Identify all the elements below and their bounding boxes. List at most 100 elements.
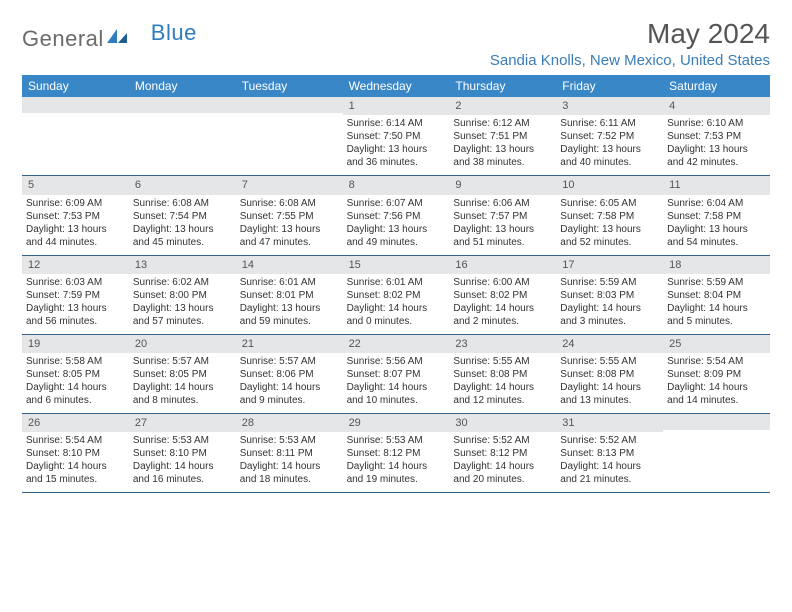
day-cell: 14 Sunrise: 6:01 AMSunset: 8:01 PMDayligh… — [236, 256, 343, 334]
sunset-text: Sunset: 7:52 PM — [560, 130, 659, 143]
sunrise-text: Sunrise: 5:53 AM — [133, 434, 232, 447]
sunset-text: Sunset: 8:07 PM — [347, 368, 446, 381]
daylight-text: Daylight: 13 hours and 59 minutes. — [240, 302, 339, 328]
day-cell — [236, 97, 343, 175]
day-cell: 23Sunrise: 5:55 AMSunset: 8:08 PMDayligh… — [449, 335, 556, 413]
daylight-text: Daylight: 13 hours and 57 minutes. — [133, 302, 232, 328]
sunrise-text: Sunrise: 5:59 AM — [560, 276, 659, 289]
daylight-text: Daylight: 13 hours and 42 minutes. — [667, 143, 766, 169]
day-cell: 2Sunrise: 6:12 AMSunset: 7:51 PMDaylight… — [449, 97, 556, 175]
day-number: 16 — [449, 256, 556, 274]
daylight-text: Daylight: 14 hours and 14 minutes. — [667, 381, 766, 407]
title-block: May 2024 Sandia Knolls, New Mexico, Unit… — [490, 18, 770, 69]
page-header: General Blue May 2024 Sandia Knolls, New… — [22, 18, 770, 69]
sunrise-text: Sunrise: 6:14 AM — [347, 117, 446, 130]
day-cell: 26Sunrise: 5:54 AMSunset: 8:10 PMDayligh… — [22, 414, 129, 492]
sunrise-text: Sunrise: 5:56 AM — [347, 355, 446, 368]
day-cell: 12 Sunrise: 6:03 AMSunset: 7:59 PMDayligh… — [22, 256, 129, 334]
day-cell: 15Sunrise: 6:01 AMSunset: 8:02 PMDayligh… — [343, 256, 450, 334]
day-cell: 22 Sunrise: 5:56 AMSunset: 8:07 PMDayligh… — [343, 335, 450, 413]
sunset-text: Sunset: 7:58 PM — [667, 210, 766, 223]
sunrise-text: Sunrise: 5:57 AM — [133, 355, 232, 368]
daylight-text: Daylight: 14 hours and 10 minutes. — [347, 381, 446, 407]
sunrise-text: Sunrise: 6:12 AM — [453, 117, 552, 130]
daylight-text: Daylight: 13 hours and 45 minutes. — [133, 223, 232, 249]
day-number: 4 — [663, 97, 770, 115]
sunset-text: Sunset: 7:59 PM — [26, 289, 125, 302]
day-cell: 21Sunrise: 5:57 AMSunset: 8:06 PMDayligh… — [236, 335, 343, 413]
sunset-text: Sunset: 8:01 PM — [240, 289, 339, 302]
daylight-text: Daylight: 13 hours and 40 minutes. — [560, 143, 659, 169]
day-number: 14 — [236, 256, 343, 274]
day-number — [663, 414, 770, 430]
sunrise-text: Sunrise: 6:11 AM — [560, 117, 659, 130]
day-number: 25 — [663, 335, 770, 353]
sunrise-text: Sunrise: 6:08 AM — [240, 197, 339, 210]
day-number: 27 — [129, 414, 236, 432]
day-number: 22 — [343, 335, 450, 353]
daylight-text: Daylight: 13 hours and 54 minutes. — [667, 223, 766, 249]
sunrise-text: Sunrise: 6:08 AM — [133, 197, 232, 210]
sunset-text: Sunset: 8:10 PM — [133, 447, 232, 460]
weekday-header: Friday — [556, 75, 663, 97]
day-cell: 24Sunrise: 5:55 AMSunset: 8:08 PMDayligh… — [556, 335, 663, 413]
day-number: 28 — [236, 414, 343, 432]
sunrise-text: Sunrise: 6:00 AM — [453, 276, 552, 289]
weekday-header: Monday — [129, 75, 236, 97]
sunset-text: Sunset: 8:02 PM — [453, 289, 552, 302]
daylight-text: Daylight: 13 hours and 49 minutes. — [347, 223, 446, 249]
sunrise-text: Sunrise: 5:53 AM — [240, 434, 339, 447]
sunset-text: Sunset: 8:13 PM — [560, 447, 659, 460]
day-cell: 18Sunrise: 5:59 AMSunset: 8:04 PMDayligh… — [663, 256, 770, 334]
daylight-text: Daylight: 14 hours and 13 minutes. — [560, 381, 659, 407]
sunset-text: Sunset: 8:00 PM — [133, 289, 232, 302]
day-cell: 1Sunrise: 6:14 AMSunset: 7:50 PMDaylight… — [343, 97, 450, 175]
sunset-text: Sunset: 8:10 PM — [26, 447, 125, 460]
sunrise-text: Sunrise: 6:09 AM — [26, 197, 125, 210]
sunset-text: Sunset: 8:09 PM — [667, 368, 766, 381]
sunset-text: Sunset: 7:56 PM — [347, 210, 446, 223]
day-cell: 7Sunrise: 6:08 AMSunset: 7:55 PMDaylight… — [236, 176, 343, 254]
day-number: 12 — [22, 256, 129, 274]
day-number: 24 — [556, 335, 663, 353]
weekday-header: Wednesday — [343, 75, 450, 97]
day-cell: 19Sunrise: 5:58 AMSunset: 8:05 PMDayligh… — [22, 335, 129, 413]
sunset-text: Sunset: 8:02 PM — [347, 289, 446, 302]
sunset-text: Sunset: 8:05 PM — [26, 368, 125, 381]
daylight-text: Daylight: 14 hours and 0 minutes. — [347, 302, 446, 328]
sunset-text: Sunset: 8:08 PM — [453, 368, 552, 381]
daylight-text: Daylight: 14 hours and 16 minutes. — [133, 460, 232, 486]
week-row: 5Sunrise: 6:09 AMSunset: 7:53 PMDaylight… — [22, 176, 770, 255]
sunset-text: Sunset: 7:55 PM — [240, 210, 339, 223]
daylight-text: Daylight: 13 hours and 52 minutes. — [560, 223, 659, 249]
daylight-text: Daylight: 14 hours and 9 minutes. — [240, 381, 339, 407]
daylight-text: Daylight: 14 hours and 3 minutes. — [560, 302, 659, 328]
logo-text-general: General — [22, 26, 104, 52]
sunrise-text: Sunrise: 6:03 AM — [26, 276, 125, 289]
sunrise-text: Sunrise: 6:02 AM — [133, 276, 232, 289]
day-number: 20 — [129, 335, 236, 353]
location-subtitle: Sandia Knolls, New Mexico, United States — [490, 52, 770, 69]
day-number — [22, 97, 129, 113]
sunset-text: Sunset: 7:58 PM — [560, 210, 659, 223]
day-number: 11 — [663, 176, 770, 194]
sunrise-text: Sunrise: 6:01 AM — [240, 276, 339, 289]
day-number: 23 — [449, 335, 556, 353]
day-cell: 9Sunrise: 6:06 AMSunset: 7:57 PMDaylight… — [449, 176, 556, 254]
day-number: 9 — [449, 176, 556, 194]
daylight-text: Daylight: 13 hours and 56 minutes. — [26, 302, 125, 328]
day-number: 17 — [556, 256, 663, 274]
daylight-text: Daylight: 13 hours and 36 minutes. — [347, 143, 446, 169]
day-cell: 4Sunrise: 6:10 AMSunset: 7:53 PMDaylight… — [663, 97, 770, 175]
sunrise-text: Sunrise: 6:07 AM — [347, 197, 446, 210]
day-cell: 25Sunrise: 5:54 AMSunset: 8:09 PMDayligh… — [663, 335, 770, 413]
sunrise-text: Sunrise: 6:04 AM — [667, 197, 766, 210]
day-number: 8 — [343, 176, 450, 194]
sunrise-text: Sunrise: 5:57 AM — [240, 355, 339, 368]
day-cell: 3Sunrise: 6:11 AMSunset: 7:52 PMDaylight… — [556, 97, 663, 175]
weekday-header-row: Sunday Monday Tuesday Wednesday Thursday… — [22, 75, 770, 97]
weekday-header: Tuesday — [236, 75, 343, 97]
weekday-header: Thursday — [449, 75, 556, 97]
day-cell: 5Sunrise: 6:09 AMSunset: 7:53 PMDaylight… — [22, 176, 129, 254]
sunrise-text: Sunrise: 6:06 AM — [453, 197, 552, 210]
